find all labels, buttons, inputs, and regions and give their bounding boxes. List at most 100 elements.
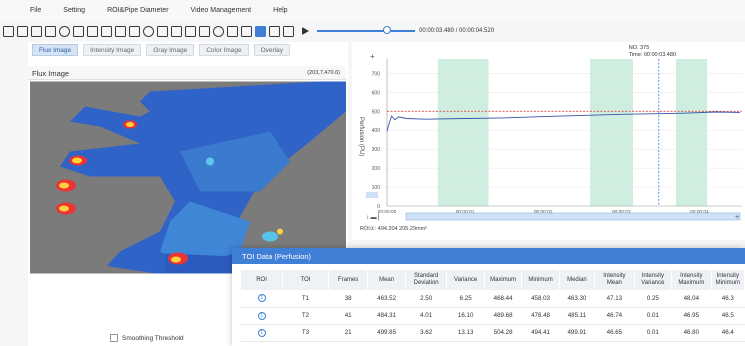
table-view-icon[interactable]	[283, 25, 294, 37]
chart-band	[590, 59, 634, 206]
col-minimum[interactable]: Minimum	[521, 270, 560, 290]
flux-image-canvas[interactable]	[30, 81, 346, 274]
col-maximum[interactable]: Maximum	[484, 270, 523, 290]
table-row[interactable]: 1 T2 41 484.31 4.01 16.10 489.68 478.48 …	[241, 307, 745, 325]
chart-y-ticks: 0 100 200 300 400 500 600 700	[372, 71, 381, 210]
col-intensity-variance[interactable]: Intensity Variance	[634, 270, 673, 290]
cell-maximum: 504.28	[484, 324, 522, 342]
smoothing-checkbox[interactable]	[110, 334, 118, 342]
eraser-icon[interactable]	[129, 25, 140, 37]
cell-toi: T2	[282, 307, 329, 325]
col-intensity-mean[interactable]: Intensity Mean	[594, 270, 635, 290]
y-tick-label: 100	[372, 185, 381, 191]
col-variance[interactable]: Variance	[446, 270, 485, 290]
chart-expand-icon[interactable]: +	[735, 214, 739, 221]
export-icon[interactable]	[31, 25, 42, 37]
cell-std-dev: 3.62	[405, 324, 447, 342]
split-view-icon[interactable]	[269, 25, 280, 37]
col-frames[interactable]: Frames	[328, 270, 369, 290]
col-intensity-minimum[interactable]: Intensity Minimum	[711, 270, 745, 290]
x-tick-label: 00:00:03	[612, 209, 631, 215]
delete-icon[interactable]	[157, 25, 168, 37]
y-tick-label: 700	[372, 71, 381, 77]
pen-icon[interactable]	[87, 25, 98, 37]
cell-variance: 13.13	[446, 324, 485, 342]
toi-data-dialog: TOI Data (Perfusion) ROI TOI Frames Mean…	[232, 248, 745, 346]
polygon-roi-icon[interactable]	[73, 25, 84, 37]
ellipse-roi-icon[interactable]	[59, 25, 70, 37]
menu-bar: File Setting ROI&Pipe Diameter Video Man…	[0, 0, 745, 20]
cell-intensity-maximum: 46.95	[671, 307, 712, 325]
chart-band	[675, 59, 708, 206]
playback-slider-thumb[interactable]	[383, 26, 391, 35]
single-view-icon[interactable]	[255, 25, 266, 37]
image-header: Flux Image (203,7,470.6)	[28, 66, 346, 80]
y-tick-label: 0	[377, 204, 380, 210]
cell-mean: 463.52	[367, 290, 406, 308]
cell-intensity-mean: 46.74	[594, 307, 635, 325]
cell-intensity-variance: 0.25	[634, 290, 672, 308]
pipe-icon[interactable]	[213, 25, 224, 37]
cell-median: 499.91	[559, 324, 595, 342]
chart-range-scrollbar[interactable]	[405, 212, 741, 221]
cell-frames: 38	[328, 290, 368, 308]
annotation-frame-no: NO. 375	[629, 45, 649, 51]
cell-intensity-minimum: 46.4	[711, 324, 745, 342]
y-tick-label: 300	[372, 147, 381, 153]
flag-icon[interactable]	[241, 25, 252, 37]
col-median[interactable]: Median	[559, 270, 596, 290]
x-tick-label: 00:00:01	[456, 209, 475, 215]
chart-zoom-icon[interactable]: ↕ ▬ ▏	[366, 213, 383, 221]
col-mean[interactable]: Mean	[367, 270, 406, 290]
table-row[interactable]: 1 T3 21 499.85 3.62 13.13 504.28 494.41 …	[241, 324, 745, 342]
col-toi[interactable]: TOI	[282, 270, 329, 290]
curve-icon[interactable]	[171, 25, 182, 37]
grid-icon[interactable]	[199, 25, 210, 37]
tab-overlay[interactable]: Overlay	[253, 44, 291, 56]
cell-variance: 16.10	[446, 307, 485, 325]
roi-info: ROI①: 494.204 205.29mm²	[360, 226, 427, 232]
cell-minimum: 458.03	[521, 290, 560, 308]
cell-intensity-mean: 46.65	[594, 324, 635, 342]
menu-help[interactable]: Help	[273, 6, 288, 14]
menu-video-management[interactable]: Video Management	[190, 6, 252, 14]
report-icon[interactable]	[227, 25, 238, 37]
menu-roi-pipe[interactable]: ROI&Pipe Diameter	[107, 6, 169, 14]
save-icon[interactable]	[17, 25, 28, 37]
chart-add-icon[interactable]: +	[370, 52, 375, 61]
col-std-dev[interactable]: Standard Deviation	[405, 270, 448, 290]
tab-intensity-image[interactable]: Intensity Image	[83, 44, 142, 56]
menu-setting[interactable]: Setting	[63, 6, 86, 14]
rectangle-roi-icon[interactable]	[45, 25, 56, 37]
measure-icon[interactable]	[101, 25, 112, 37]
tab-gray-image[interactable]: Gray Image	[146, 44, 195, 56]
cell-intensity-maximum: 46.80	[671, 324, 712, 342]
tab-flux-image[interactable]: Flux Image	[32, 44, 79, 56]
playback-slider[interactable]	[317, 26, 391, 35]
undo-icon[interactable]	[143, 25, 154, 37]
menu-file[interactable]: File	[30, 6, 42, 14]
y-tick-label: 500	[372, 109, 381, 115]
play-icon[interactable]	[302, 27, 309, 35]
cell-median: 463.30	[559, 290, 595, 308]
angle-icon[interactable]	[115, 25, 126, 37]
col-intensity-maximum[interactable]: Intensity Maximum	[671, 270, 712, 290]
table-row[interactable]: 1 T1 38 463.52 2.50 6.25 468.44 458.03 4…	[241, 290, 745, 308]
image-tabs: Flux Image Intensity Image Gray Image Co…	[32, 44, 295, 56]
cell-intensity-minimum: 46.3	[711, 290, 745, 308]
cell-intensity-variance: 0.01	[634, 324, 672, 342]
x-tick-label: 00:00:00	[378, 209, 397, 215]
col-roi[interactable]: ROI	[241, 270, 284, 290]
cell-toi: T1	[282, 290, 329, 308]
chart-y-label: Perfusion (PU)	[358, 117, 364, 156]
image-title: Flux Image	[32, 69, 70, 78]
tab-color-image[interactable]: Color Image	[199, 44, 249, 56]
toolbar: 00:00:03.480 / 00:00:04.520	[0, 22, 745, 40]
open-icon[interactable]	[3, 25, 14, 37]
cell-std-dev: 2.50	[405, 290, 447, 308]
cell-intensity-maximum: 48.04	[671, 290, 712, 308]
cell-intensity-variance: 0.01	[634, 307, 672, 325]
crop-icon[interactable]	[185, 25, 196, 37]
x-tick-label: 00:00:02	[534, 209, 553, 215]
